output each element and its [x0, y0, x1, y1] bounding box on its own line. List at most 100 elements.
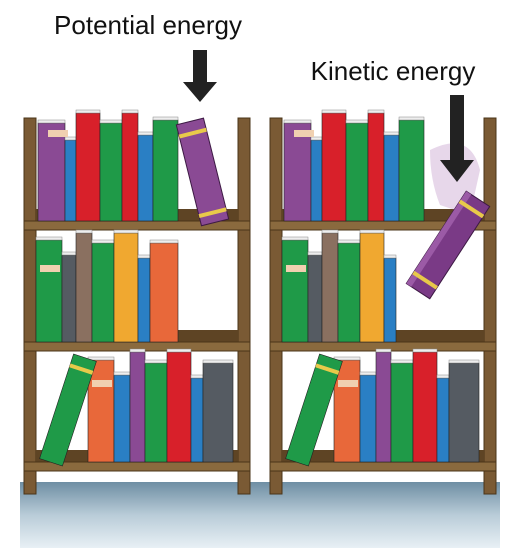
book-top	[436, 374, 450, 379]
book	[113, 232, 139, 343]
bookcase	[269, 109, 497, 495]
book	[137, 134, 154, 222]
label-band	[69, 363, 94, 375]
book	[190, 377, 204, 463]
label-band	[338, 380, 358, 387]
label-band	[40, 265, 60, 272]
book	[39, 353, 97, 467]
label: Kinetic energy	[311, 56, 476, 86]
book-top	[137, 254, 151, 259]
book-top	[121, 109, 139, 114]
book	[75, 232, 93, 343]
book-top	[166, 348, 192, 353]
book-top	[383, 254, 397, 259]
floor	[20, 482, 500, 548]
book	[436, 377, 450, 463]
label: Potential energy	[54, 10, 242, 40]
book-top	[398, 116, 425, 121]
book	[398, 119, 425, 222]
book	[64, 139, 77, 222]
book	[137, 257, 151, 343]
book	[337, 242, 361, 343]
book	[383, 134, 400, 222]
book-top	[64, 136, 77, 141]
book	[175, 117, 230, 227]
book-top	[390, 359, 414, 364]
label-band	[178, 127, 207, 139]
book	[144, 362, 168, 463]
falling-book	[405, 190, 491, 300]
book-top	[113, 371, 131, 376]
post	[269, 117, 283, 495]
book	[383, 257, 397, 343]
book	[283, 122, 312, 222]
book-top	[359, 371, 377, 376]
book-top	[283, 119, 312, 124]
book-top	[345, 119, 369, 124]
book-top	[383, 131, 400, 136]
book-top	[149, 239, 179, 244]
label-band	[198, 207, 227, 219]
book	[202, 362, 234, 463]
book	[390, 362, 414, 463]
book-top	[152, 116, 179, 121]
leaning-book	[285, 353, 343, 467]
book	[61, 254, 77, 343]
book	[321, 232, 339, 343]
book	[35, 239, 63, 343]
book	[285, 353, 343, 467]
book-top	[359, 229, 385, 234]
label-band	[315, 363, 340, 375]
book-top	[412, 348, 438, 353]
book-top	[75, 229, 93, 234]
book	[281, 239, 309, 343]
book	[37, 122, 66, 222]
book	[321, 112, 347, 222]
arrow	[183, 50, 217, 102]
book-top	[144, 359, 168, 364]
label-band	[48, 130, 68, 137]
book-top	[113, 229, 139, 234]
post	[23, 117, 37, 495]
book-top	[99, 119, 123, 124]
book	[307, 254, 323, 343]
arrow	[440, 95, 474, 182]
book-top	[35, 236, 63, 241]
post	[483, 117, 497, 495]
book-top	[61, 251, 77, 256]
bookcases	[23, 109, 497, 495]
book-top	[129, 348, 146, 353]
book	[359, 232, 385, 343]
label-band	[92, 380, 112, 387]
book	[367, 112, 385, 222]
book-top	[310, 136, 323, 141]
book-top	[333, 356, 361, 361]
book	[166, 351, 192, 463]
post	[237, 117, 251, 495]
book	[375, 351, 392, 463]
book	[310, 139, 323, 222]
book	[359, 374, 377, 463]
label-band	[286, 265, 306, 272]
book	[152, 119, 179, 222]
book	[412, 351, 438, 463]
book-top	[202, 359, 234, 364]
book-top	[87, 356, 115, 361]
book-top	[367, 109, 385, 114]
book-top	[91, 239, 115, 244]
book	[75, 112, 101, 222]
book-top	[375, 348, 392, 353]
book	[129, 351, 146, 463]
book-top	[337, 239, 361, 244]
bookcase	[23, 109, 251, 495]
book-top	[75, 109, 101, 114]
book-top	[281, 236, 309, 241]
book	[345, 122, 369, 222]
book	[91, 242, 115, 343]
book	[99, 122, 123, 222]
book-top	[448, 359, 480, 364]
book-top	[190, 374, 204, 379]
leaning-book	[39, 353, 97, 467]
tilting-book	[175, 117, 230, 227]
